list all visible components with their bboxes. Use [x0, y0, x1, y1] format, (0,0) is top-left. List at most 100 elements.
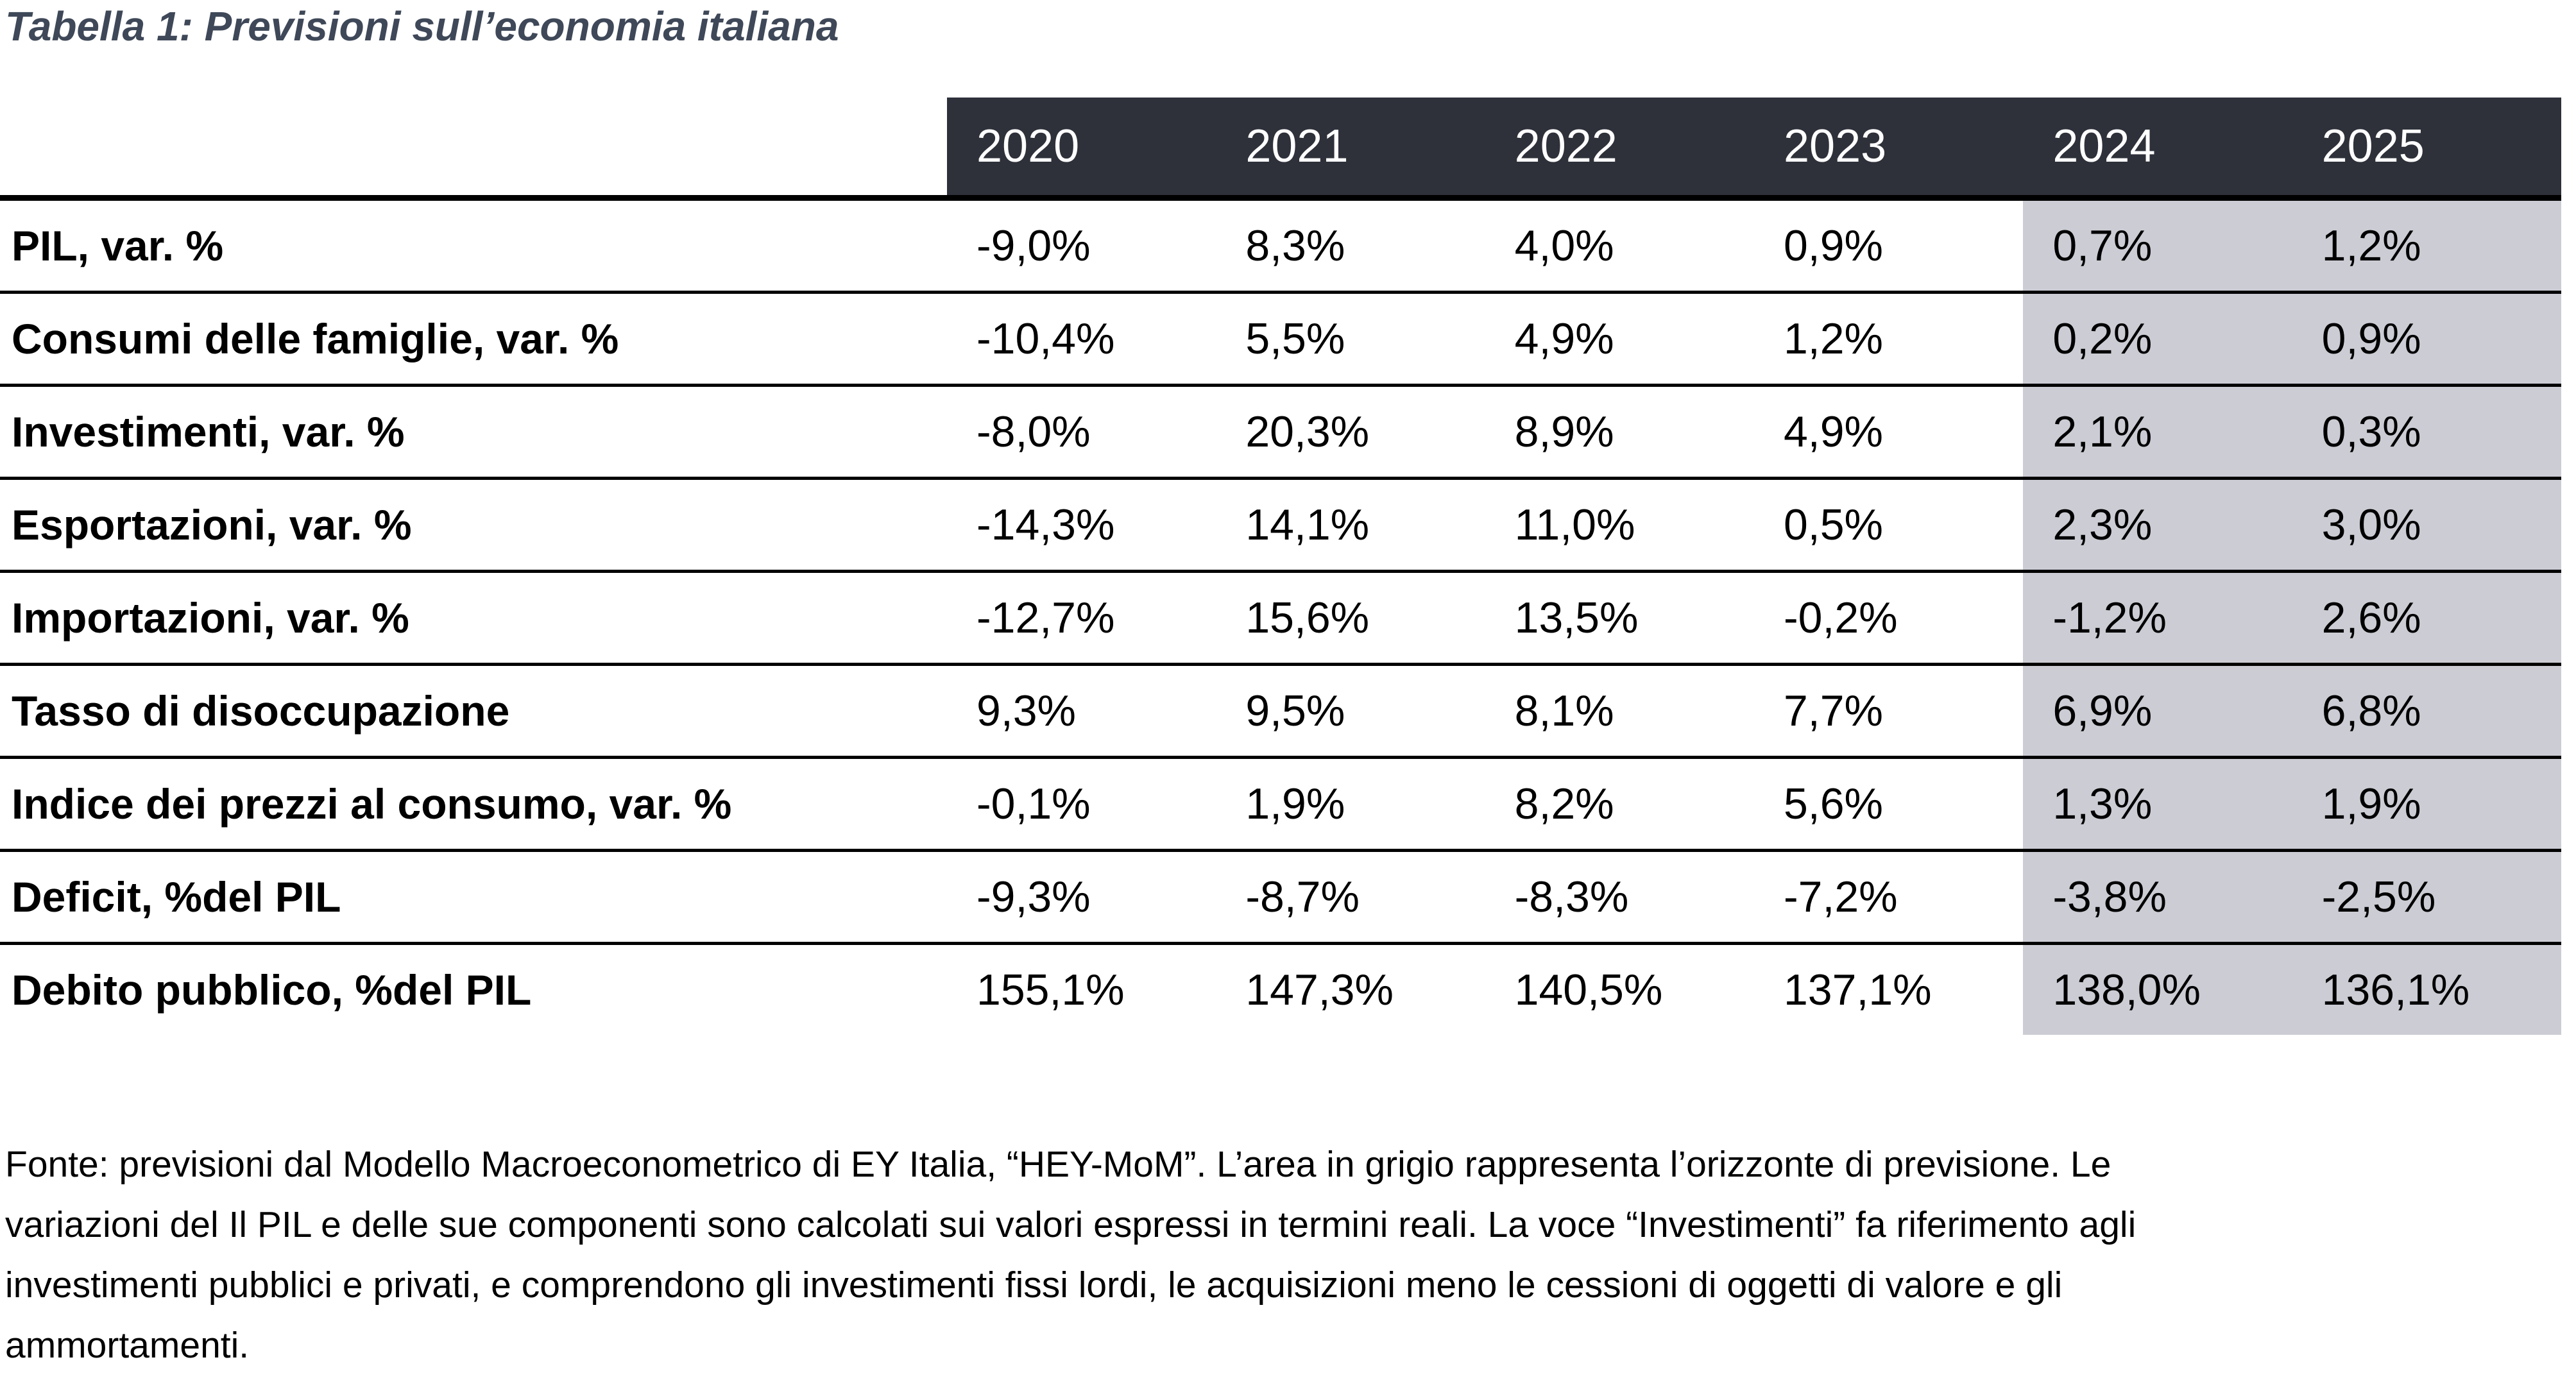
header-rule: [0, 195, 2561, 201]
row-cells: 9,3% 9,5% 8,1% 7,7% 6,9% 6,8%: [947, 666, 2561, 756]
cell-2023: 1,2%: [1783, 314, 1883, 363]
table-row: Indice dei prezzi al consumo, var. % -0,1…: [0, 759, 2561, 852]
cell-2021: 14,1%: [1245, 500, 1370, 549]
cell-2024: 1,3%: [2023, 759, 2292, 849]
cell-2023: 5,6%: [1783, 779, 1883, 828]
cell-2025: 0,9%: [2292, 294, 2561, 384]
cell-2021: 147,3%: [1245, 966, 1394, 1014]
table-row: Tasso di disoccupazione 9,3% 9,5% 8,1% 7,7% 6…: [0, 666, 2561, 759]
cell-2021: 15,6%: [1245, 593, 1370, 642]
table-row: Debito pubblico, %del PIL 155,1% 147,3% 140…: [0, 945, 2561, 1035]
cell-2024: 138,0%: [2023, 945, 2292, 1035]
row-label: Debito pubblico, %del PIL: [12, 966, 532, 1014]
row-cells: -12,7% 15,6% 13,5% -0,2% -1,2% 2,6%: [947, 573, 2561, 663]
cell-2023: 0,5%: [1783, 500, 1883, 549]
cell-2020: -8,0%: [977, 407, 1091, 456]
year-header-2022: 2022: [1514, 121, 1617, 172]
cell-2020: -14,3%: [977, 500, 1115, 549]
table-header-row: 2020 2021 2022 2023 2024 2025: [0, 98, 2561, 195]
cell-2022: 8,1%: [1514, 686, 1614, 735]
table-row: Investimenti, var. % -8,0% 20,3% 8,9% 4,9% 2,…: [0, 387, 2561, 480]
cell-2024: 2,1%: [2023, 387, 2292, 477]
cell-2025: 0,3%: [2292, 387, 2561, 477]
cell-2024: 2,3%: [2023, 480, 2292, 570]
row-cells: -9,0% 8,3% 4,0% 0,9% 0,7% 1,2%: [947, 201, 2561, 291]
cell-2022: 8,9%: [1514, 407, 1614, 456]
table-title: Tabella 1: Previsioni sull’economia ital…: [5, 3, 839, 49]
cell-2023: 137,1%: [1783, 966, 1932, 1014]
cell-2023: 4,9%: [1783, 407, 1883, 456]
row-cells: -0,1% 1,9% 8,2% 5,6% 1,3% 1,9%: [947, 759, 2561, 849]
cell-2022: 4,0%: [1514, 221, 1614, 270]
cell-2024: 6,9%: [2023, 666, 2292, 756]
year-header-2024: 2024: [2052, 121, 2156, 172]
cell-2021: 1,9%: [1245, 779, 1345, 828]
footnote: Fonte: previsioni dal Modello Macroecono…: [5, 1134, 2136, 1375]
table-body: PIL, var. % -9,0% 8,3% 4,0% 0,9% 0,7% 1,2% Cons…: [0, 201, 2561, 1035]
cell-2024: -3,8%: [2023, 852, 2292, 942]
cell-2024: 0,2%: [2023, 294, 2292, 384]
row-cells: -10,4% 5,5% 4,9% 1,2% 0,2% 0,9%: [947, 294, 2561, 384]
year-header-group: 2020 2021 2022 2023 2024 2025: [947, 98, 2561, 195]
row-label: Consumi delle famiglie, var. %: [12, 315, 619, 362]
cell-2020: 9,3%: [977, 686, 1076, 735]
table-row: Importazioni, var. % -12,7% 15,6% 13,5% -0,2…: [0, 573, 2561, 666]
cell-2023: 0,9%: [1783, 221, 1883, 270]
cell-2025: 1,2%: [2292, 201, 2561, 291]
table-row: PIL, var. % -9,0% 8,3% 4,0% 0,9% 0,7% 1,2%: [0, 201, 2561, 294]
cell-2022: 13,5%: [1514, 593, 1639, 642]
cell-2024: 0,7%: [2023, 201, 2292, 291]
cell-2022: 8,2%: [1514, 779, 1614, 828]
cell-2025: 3,0%: [2292, 480, 2561, 570]
cell-2023: -7,2%: [1783, 873, 1898, 921]
table-row: Deficit, %del PIL -9,3% -8,7% -8,3% -7,2% -3,…: [0, 852, 2561, 945]
cell-2025: -2,5%: [2292, 852, 2561, 942]
cell-2025: 2,6%: [2292, 573, 2561, 663]
cell-2020: -9,0%: [977, 221, 1091, 270]
row-label: Tasso di disoccupazione: [12, 687, 510, 735]
cell-2025: 1,9%: [2292, 759, 2561, 849]
year-header-2025: 2025: [2321, 121, 2425, 172]
year-header-2020: 2020: [977, 121, 1080, 172]
cell-2022: -8,3%: [1514, 873, 1629, 921]
row-cells: 155,1% 147,3% 140,5% 137,1% 138,0% 136,1%: [947, 945, 2561, 1035]
cell-2020: -10,4%: [977, 314, 1115, 363]
header-spacer: [0, 98, 947, 195]
cell-2025: 136,1%: [2292, 945, 2561, 1035]
cell-2022: 4,9%: [1514, 314, 1614, 363]
cell-2021: -8,7%: [1245, 873, 1360, 921]
footnote-line: ammortamenti.: [5, 1325, 250, 1366]
cell-2020: -9,3%: [977, 873, 1091, 921]
cell-2020: 155,1%: [977, 966, 1125, 1014]
footnote-line: investimenti pubblici e privati, e compr…: [5, 1264, 2063, 1306]
footnote-line: Fonte: previsioni dal Modello Macroecono…: [5, 1144, 2111, 1185]
row-cells: -14,3% 14,1% 11,0% 0,5% 2,3% 3,0%: [947, 480, 2561, 570]
cell-2022: 11,0%: [1514, 500, 1635, 549]
cell-2024: -1,2%: [2023, 573, 2292, 663]
cell-2022: 140,5%: [1514, 966, 1663, 1014]
cell-2023: -0,2%: [1783, 593, 1898, 642]
table-row: Esportazioni, var. % -14,3% 14,1% 11,0% 0,5%…: [0, 480, 2561, 573]
cell-2025: 6,8%: [2292, 666, 2561, 756]
cell-2023: 7,7%: [1783, 686, 1883, 735]
row-label: Importazioni, var. %: [12, 594, 409, 642]
row-cells: -8,0% 20,3% 8,9% 4,9% 2,1% 0,3%: [947, 387, 2561, 477]
forecast-table: 2020 2021 2022 2023 2024 2025 PIL, var. % -9,0…: [0, 98, 2561, 1035]
year-header-2021: 2021: [1245, 121, 1349, 172]
footnote-line: variazioni del Il PIL e delle sue compon…: [5, 1204, 2137, 1245]
cell-2020: -0,1%: [977, 779, 1091, 828]
cell-2021: 8,3%: [1245, 221, 1345, 270]
row-cells: -9,3% -8,7% -8,3% -7,2% -3,8% -2,5%: [947, 852, 2561, 942]
row-label: Esportazioni, var. %: [12, 501, 412, 549]
row-label: Deficit, %del PIL: [12, 873, 341, 921]
row-label: Indice dei prezzi al consumo, var. %: [12, 780, 732, 828]
row-label: PIL, var. %: [12, 222, 224, 269]
cell-2020: -12,7%: [977, 593, 1115, 642]
year-header-2023: 2023: [1783, 121, 1887, 172]
cell-2021: 5,5%: [1245, 314, 1345, 363]
table-row: Consumi delle famiglie, var. % -10,4% 5,5%…: [0, 294, 2561, 387]
row-label: Investimenti, var. %: [12, 408, 405, 455]
cell-2021: 20,3%: [1245, 407, 1370, 456]
cell-2021: 9,5%: [1245, 686, 1345, 735]
